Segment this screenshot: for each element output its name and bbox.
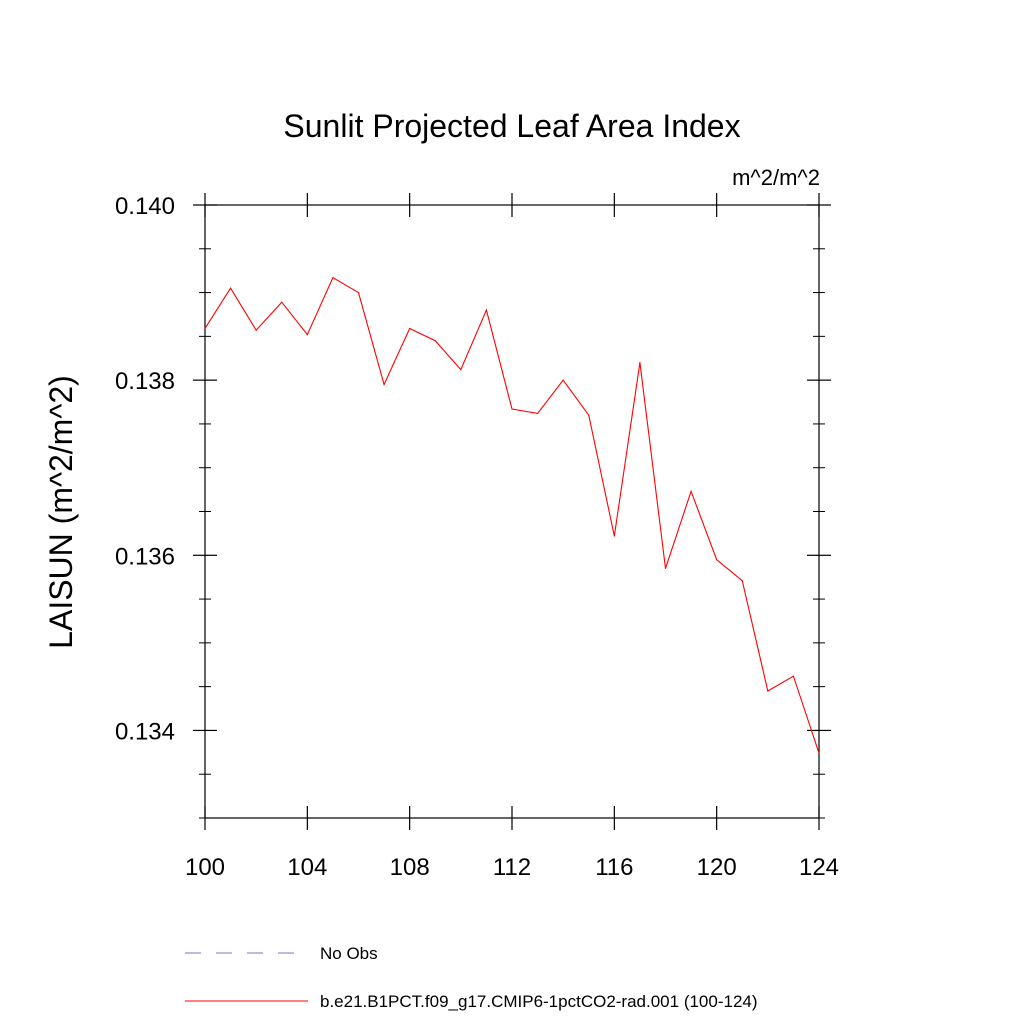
y-axis-label: LAISUN (m^2/m^2) (43, 375, 79, 649)
legend-label-no-obs: No Obs (320, 944, 378, 963)
data-point (306, 334, 308, 336)
data-point (281, 301, 283, 303)
chart-title: Sunlit Projected Leaf Area Index (283, 108, 740, 144)
axis-ticks: 100 104 108 112 116 120 124 0.134 0.136 0.138 0.14… (115, 193, 839, 881)
y-tick-label: 0.140 (115, 193, 175, 220)
data-point (434, 340, 436, 342)
data-point (409, 327, 411, 330)
data-point (767, 690, 769, 692)
data-point (818, 752, 820, 754)
data-point (741, 580, 743, 582)
data-point (229, 287, 232, 289)
data-point (255, 329, 257, 331)
series-layer (204, 276, 820, 754)
data-point (664, 567, 667, 570)
data-point (716, 559, 718, 561)
data-point (690, 490, 692, 492)
data-point (792, 675, 795, 677)
series-line-0 (204, 276, 820, 754)
data-point (357, 291, 360, 294)
data-point (588, 414, 590, 416)
data-point (383, 383, 385, 386)
units-label: m^2/m^2 (732, 165, 820, 190)
data-point (460, 369, 462, 371)
legend: No Obs b.e21.B1PCT.f09_g17.CMIP6-1pctCO2… (185, 944, 758, 1011)
y-tick-label: 0.138 (115, 368, 175, 395)
x-tick-label: 108 (390, 854, 430, 881)
data-point (639, 362, 641, 364)
plot-frame (204, 204, 820, 819)
x-tick-label: 124 (799, 854, 839, 881)
data-point (536, 412, 539, 415)
y-tick-label: 0.136 (115, 543, 175, 570)
data-point (511, 408, 513, 410)
x-tick-label: 100 (185, 854, 225, 881)
x-tick-label: 116 (595, 854, 633, 881)
data-point (332, 277, 334, 279)
x-tick-label: 104 (287, 854, 327, 881)
legend-label-model: b.e21.B1PCT.f09_g17.CMIP6-1pctCO2-rad.00… (320, 992, 758, 1011)
x-tick-label: 120 (697, 854, 737, 881)
data-point (562, 379, 564, 381)
y-tick-label: 0.134 (115, 718, 175, 745)
data-point (613, 535, 615, 537)
x-tick-label: 112 (493, 854, 531, 881)
data-point (485, 309, 488, 311)
data-point (204, 327, 206, 330)
